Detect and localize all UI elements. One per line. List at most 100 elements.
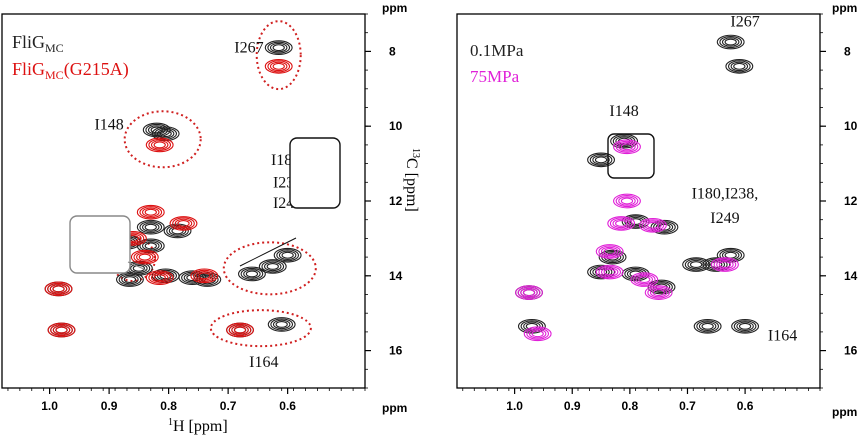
contour-line [646, 221, 660, 229]
contour-line [618, 196, 636, 206]
y-tick-label: 16 [844, 344, 858, 358]
contour-line [148, 138, 172, 151]
peak-label: I148 [94, 116, 123, 133]
contour-line [177, 219, 190, 227]
contour-line [615, 194, 639, 208]
peak-1-10 [710, 257, 739, 272]
peak-0-0 [716, 34, 745, 50]
right-spectrum-panel: 1.0 0.9 0.8 0.7 0.6 8 10 12 14 16 I267 I148 I180,I2… [456, 1, 858, 419]
contour-line [267, 317, 296, 332]
contour-line [727, 60, 751, 73]
contour-line [595, 244, 624, 259]
contour-line [55, 326, 68, 334]
contour-line [166, 224, 189, 237]
contour-line [136, 204, 165, 220]
contour-line [136, 252, 154, 262]
contour-line [522, 289, 536, 297]
y-tick-label: 10 [844, 119, 858, 133]
legend-0-1mpa: 0.1MPa [470, 41, 524, 60]
contour-line [144, 208, 157, 216]
contour-line [142, 222, 160, 232]
contour-line [716, 34, 745, 50]
contour-line [145, 270, 174, 286]
highlight-ellipse [222, 241, 317, 296]
contour-line [153, 274, 166, 282]
left-x-axis-title: 1H [ppm] [168, 417, 228, 435]
contour-line [150, 140, 169, 150]
contour-line [738, 322, 752, 330]
x-tick-label: 1.0 [506, 399, 523, 413]
i180-leader-line [239, 237, 297, 267]
contour-line [243, 269, 261, 279]
contour-line [630, 272, 659, 287]
peak-0-4 [621, 214, 650, 229]
contour-line [231, 325, 249, 335]
contour-line [644, 285, 673, 300]
peak-label: I148 [609, 103, 638, 120]
contour-line [267, 60, 291, 73]
contour-line [272, 44, 285, 52]
contour-line [269, 61, 288, 72]
y-tick-label: 8 [389, 44, 396, 58]
contour-line [607, 216, 636, 231]
contour-line [517, 286, 541, 299]
contour-line [133, 251, 157, 264]
contour-line [641, 219, 665, 232]
contour-line [267, 41, 291, 54]
contour-line [233, 326, 247, 334]
contour-line [620, 197, 634, 205]
contour-line [226, 322, 254, 338]
contour-line [237, 266, 266, 282]
highlight-ellipse [255, 20, 302, 91]
peak-1-4 [595, 244, 624, 259]
x-tick-label: 0.8 [622, 399, 639, 413]
contour-line [716, 259, 734, 270]
contour-line [270, 318, 294, 331]
contour-line [682, 257, 711, 272]
contour-line [693, 318, 722, 334]
left-peak-marks [44, 40, 302, 338]
peak-1-2 [136, 204, 165, 220]
contour-line [49, 284, 68, 294]
contour-line [195, 271, 214, 281]
contour-line [731, 318, 760, 334]
contour-line [138, 253, 151, 261]
peak-1-0 [264, 59, 293, 74]
peak-label: I267 [730, 13, 759, 30]
peak-0-3 [587, 152, 615, 168]
contour-line [130, 263, 148, 274]
contour-line [587, 264, 615, 280]
contour-line [269, 42, 288, 53]
contour-line [592, 155, 610, 165]
i197-leader-line [127, 261, 147, 271]
contour-line [190, 268, 219, 284]
contour-line [598, 245, 622, 258]
peak-0-1 [725, 59, 754, 74]
peak-label: I249 [710, 210, 739, 227]
contour-line [261, 260, 285, 273]
contour-line [258, 259, 287, 274]
contour-line [52, 325, 71, 335]
contour-line [130, 249, 159, 265]
contour-line [272, 319, 291, 330]
peak-1-10 [226, 322, 254, 338]
right-annotations: I267 I148 I180,I238, I249 I164 [609, 13, 797, 344]
left-y-unit: ppm [382, 1, 407, 15]
contour-line [50, 323, 73, 337]
contour-line [145, 137, 174, 153]
contour-line [725, 59, 754, 74]
contour-line [626, 216, 645, 227]
highlight-ellipse [209, 309, 312, 348]
contour-line [613, 139, 641, 155]
contour-line [275, 320, 288, 328]
legend-fligmc: FliGMC [12, 32, 64, 55]
contour-line [609, 217, 633, 230]
contour-line [192, 269, 216, 282]
contour-line [615, 219, 628, 227]
contour-line [684, 258, 708, 271]
right-peak-marks [515, 34, 760, 342]
peak-0-12 [237, 266, 266, 282]
contour-line [603, 268, 616, 276]
contour-line [144, 223, 157, 231]
peak-1-6 [630, 272, 659, 287]
